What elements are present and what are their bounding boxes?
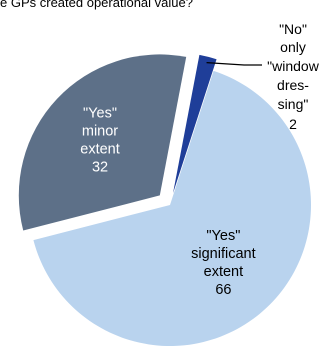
callout-label-line-2: only bbox=[280, 39, 306, 55]
slice-label-1-line-3: extent bbox=[204, 264, 244, 280]
pie-slices bbox=[19, 54, 311, 346]
slice-label-1-line-2: significant bbox=[191, 246, 255, 262]
slice-label-2-line-2: minor bbox=[82, 123, 118, 139]
slice-label-2-line-4: 32 bbox=[92, 159, 108, 175]
slice-label-2-line-3: extent bbox=[80, 141, 120, 157]
callout-label-line-4: dres- bbox=[277, 77, 309, 93]
callout-label-line-3: "window bbox=[267, 58, 320, 74]
callout-label-line-5: sing" bbox=[278, 96, 309, 112]
slice-label-1-line-1: "Yes" bbox=[206, 228, 240, 244]
slice-label-1-line-4: 66 bbox=[215, 282, 231, 298]
callout-label-line-1: "No" bbox=[279, 21, 307, 37]
callout-label-line-6: 2 bbox=[289, 116, 297, 132]
slice-label-2-line-1: "Yes" bbox=[83, 105, 117, 121]
